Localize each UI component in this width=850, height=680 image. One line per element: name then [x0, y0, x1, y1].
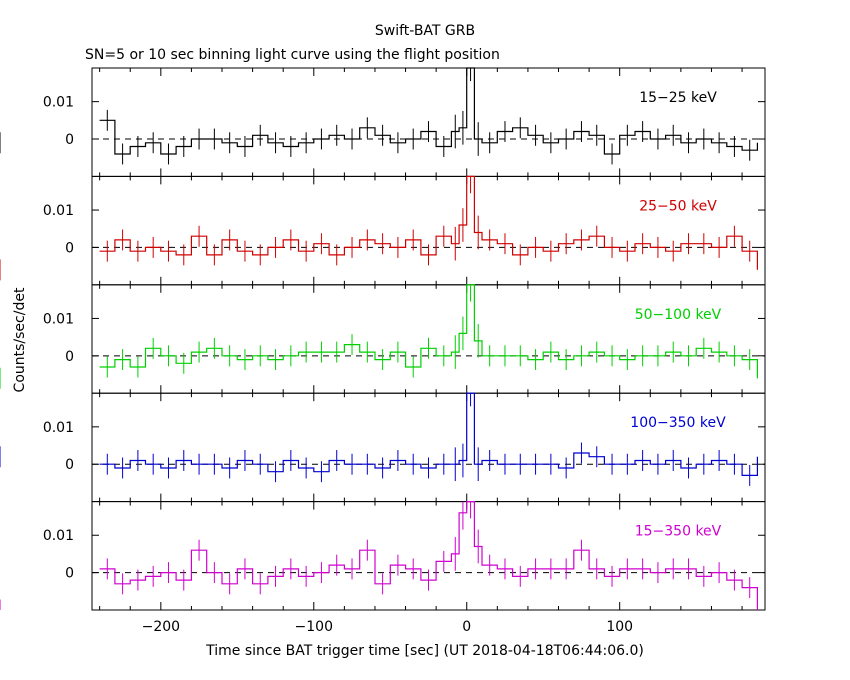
panel-4: 0 0.01 100−350 keV — [0, 392, 766, 503]
panels: 0 0.01 15−25 keV 0 0.01 25−50 keV 0 0.01 50−100 … — [0, 67, 766, 635]
chart-title: Swift-BAT GRB — [375, 23, 475, 39]
series-step-line — [99, 392, 758, 476]
x-tick-label: −200 — [142, 619, 180, 635]
series-step-line — [99, 284, 758, 379]
series-step-line — [99, 501, 758, 610]
y-tick-label: 0.01 — [43, 203, 74, 219]
y-tick-label: 0 — [65, 240, 74, 256]
series-label: 15−25 keV — [639, 90, 717, 106]
series-label: 50−100 keV — [635, 307, 722, 323]
x-tick-label: 0 — [462, 619, 471, 635]
panel-frame — [91, 501, 766, 611]
y-tick-label: 0.01 — [43, 420, 74, 436]
panel-1: 0 0.01 15−25 keV — [0, 67, 766, 177]
panel-2: 0 0.01 25−50 keV — [0, 175, 766, 286]
y-tick-label: 0 — [65, 349, 74, 365]
panel-5: 0 0.01 15−350 keV — [0, 501, 766, 611]
y-tick-label: 0.01 — [43, 528, 74, 544]
y-tick-label: 0 — [65, 566, 74, 582]
y-tick-label: 0 — [65, 132, 74, 148]
series-label: 25−50 keV — [639, 198, 717, 214]
series-label: 15−350 keV — [635, 524, 722, 540]
y-tick-label: 0 — [65, 457, 74, 473]
x-tick-label: 100 — [606, 619, 633, 635]
y-axis-label: Counts/sec/det — [12, 287, 28, 392]
x-axis-label: Time since BAT trigger time [sec] (UT 20… — [205, 643, 644, 659]
series-step-line — [99, 67, 758, 155]
y-tick-label: 0.01 — [43, 95, 74, 111]
panel-3: 0 0.01 50−100 keV — [0, 284, 766, 394]
y-tick-label: 0.01 — [43, 311, 74, 327]
x-tick-label: −100 — [295, 619, 333, 635]
chart-subtitle: SN=5 or 10 sec binning light curve using… — [85, 47, 500, 63]
panel-frame — [91, 392, 766, 503]
series-label: 100−350 keV — [630, 415, 726, 431]
panel-frame — [91, 175, 766, 286]
